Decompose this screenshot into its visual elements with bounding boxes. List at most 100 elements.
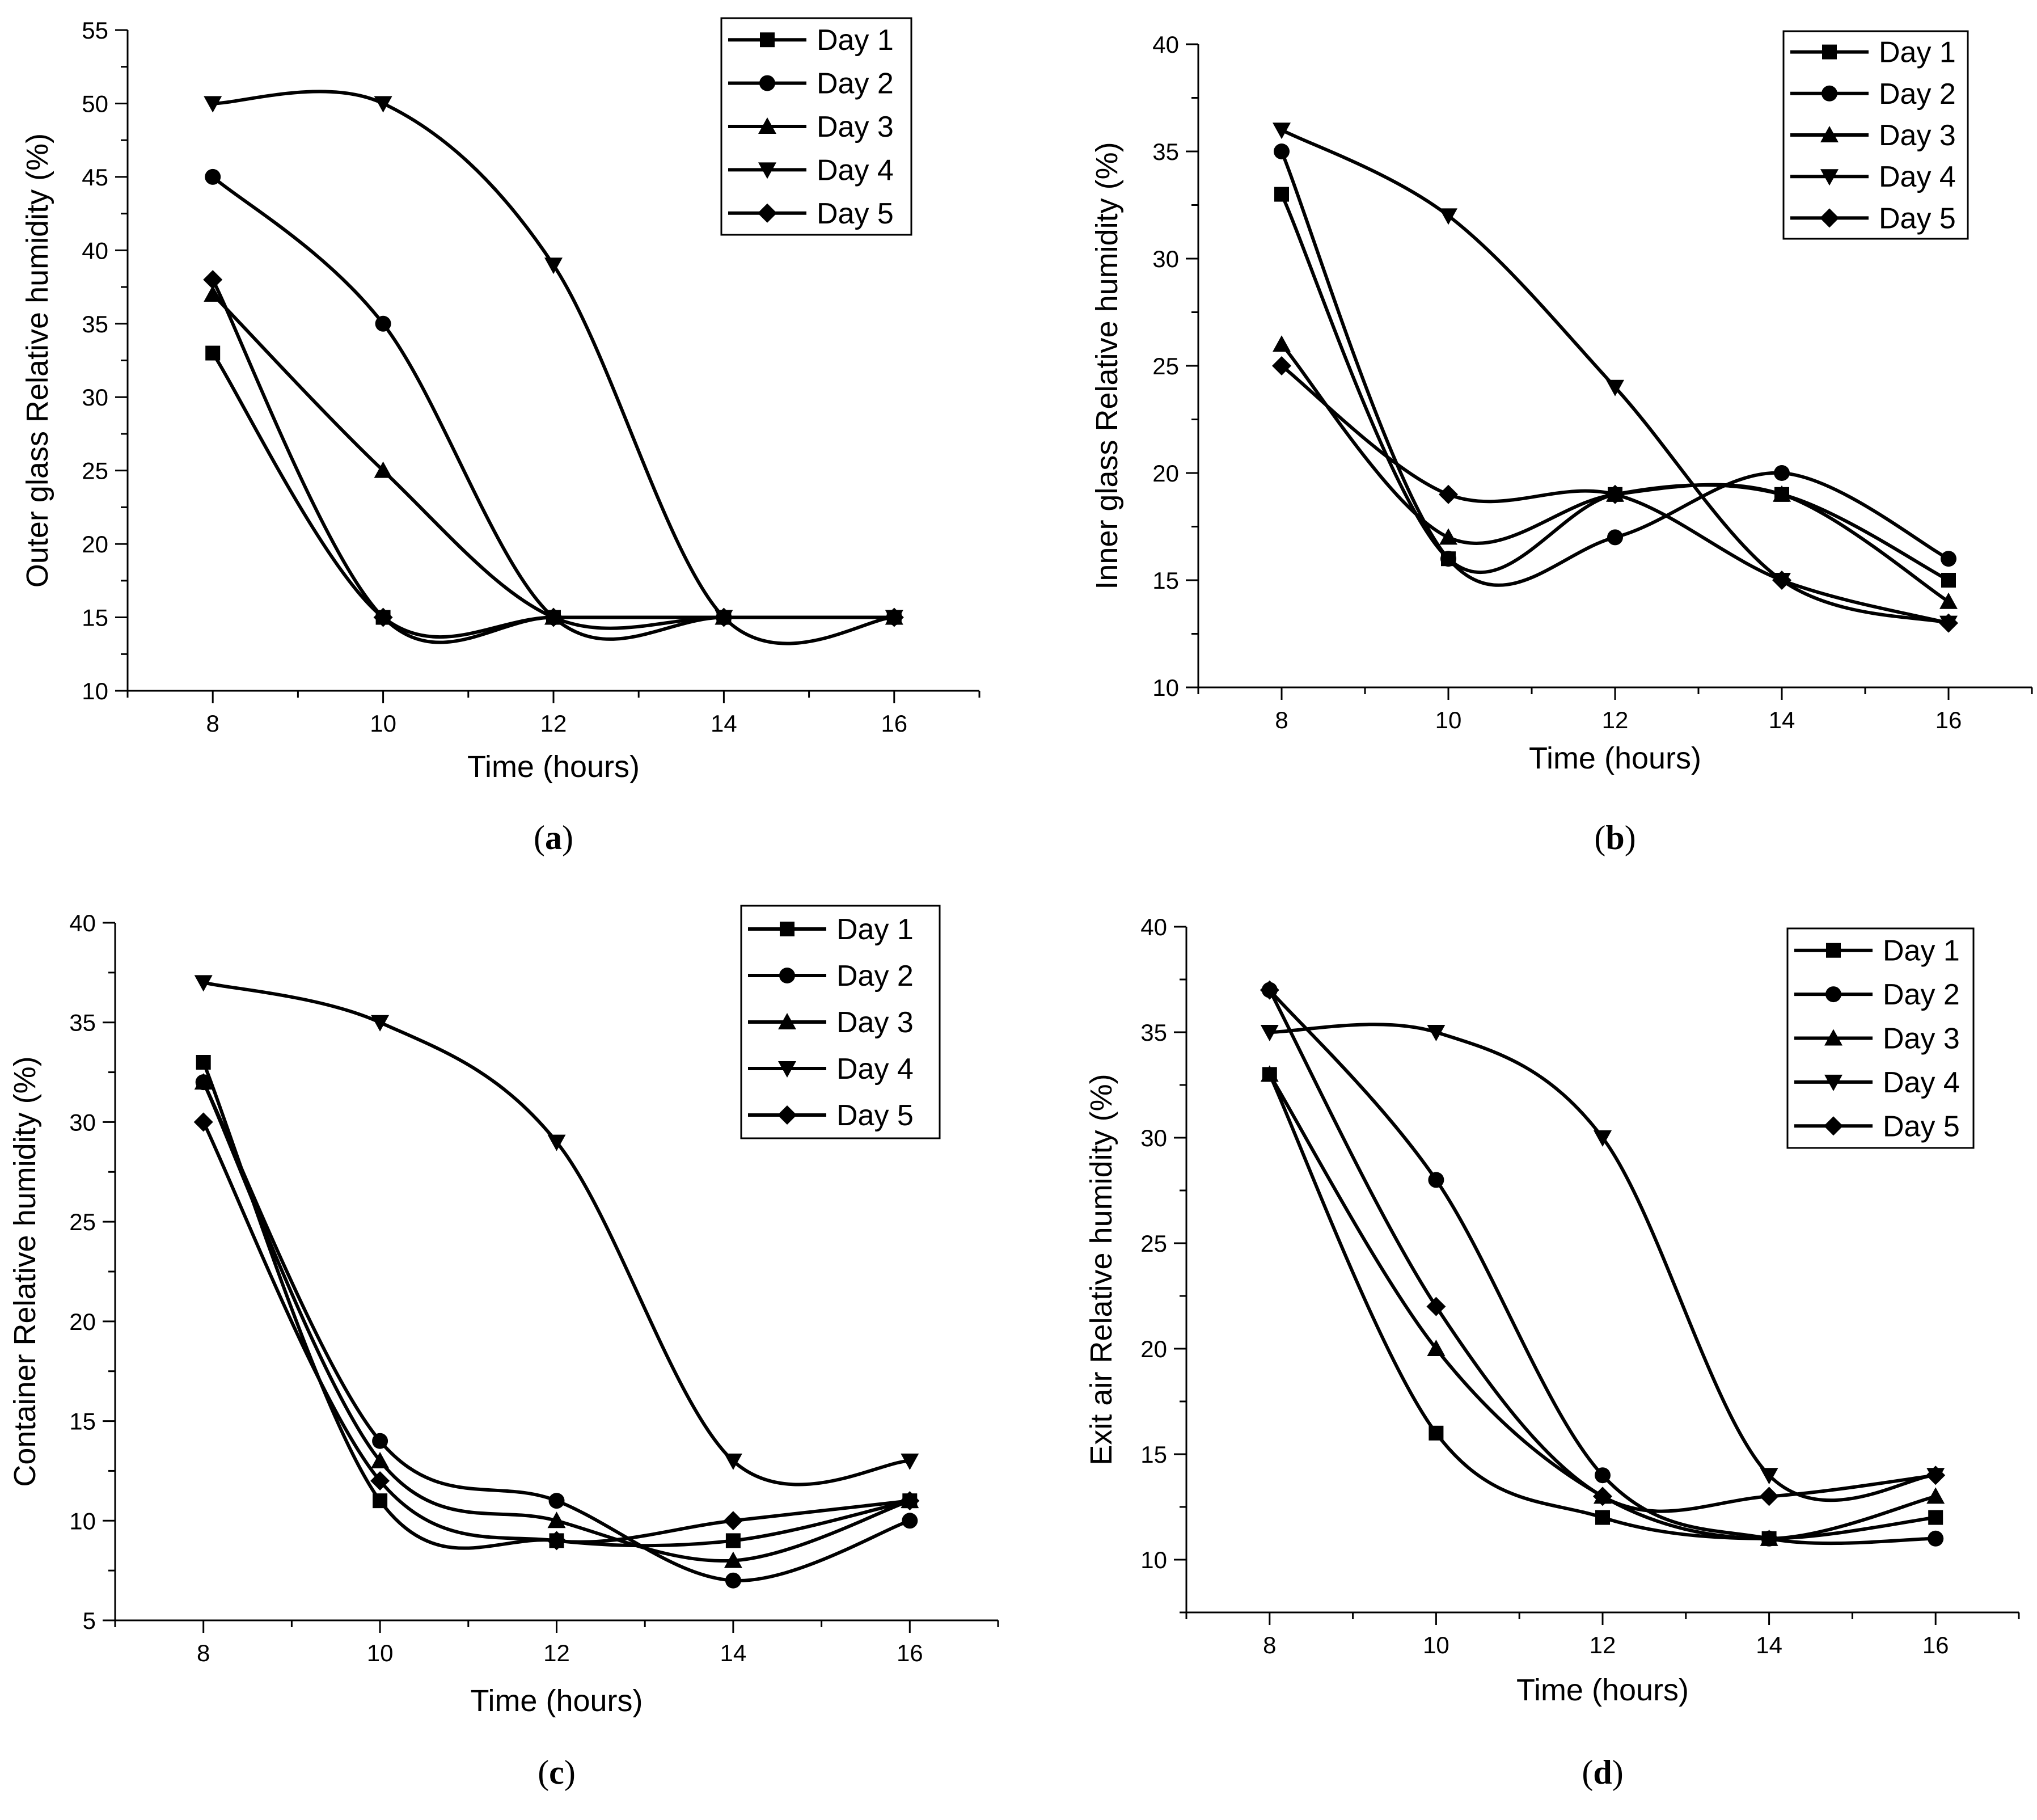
data-point-day-2 xyxy=(1274,143,1290,159)
data-point-day-1 xyxy=(1928,1510,1943,1525)
y-tick-label: 20 xyxy=(1152,460,1179,487)
legend-label: Day 5 xyxy=(1879,202,1956,235)
y-tick-label: 45 xyxy=(82,164,108,191)
data-point-day-3 xyxy=(1439,528,1457,545)
data-point-day-5 xyxy=(373,607,393,627)
data-point-day-4 xyxy=(374,96,392,113)
x-tick-label: 8 xyxy=(206,710,219,737)
data-point-day-2 xyxy=(725,1572,741,1589)
y-tick-label: 10 xyxy=(1140,1547,1167,1573)
legend-label: Day 5 xyxy=(1883,1110,1960,1143)
series-line-day-4 xyxy=(213,90,894,645)
data-point-day-2 xyxy=(1440,551,1456,567)
data-point-day-3 xyxy=(1926,1487,1945,1504)
legend-marker xyxy=(1824,1074,1842,1091)
legend-marker xyxy=(779,968,795,983)
y-tick-label: 35 xyxy=(69,1010,96,1036)
series-line-day-1 xyxy=(1280,193,1950,582)
series-line-day-2 xyxy=(202,1081,911,1582)
legend-marker xyxy=(780,922,794,936)
y-tick-label: 40 xyxy=(69,910,96,936)
y-tick-label: 50 xyxy=(82,90,108,117)
data-point-day-5 xyxy=(1759,1487,1779,1506)
y-tick-label: 15 xyxy=(1140,1441,1167,1468)
series-line-day-3 xyxy=(1280,343,1950,603)
legend-label: Day 3 xyxy=(817,111,894,143)
legend-label: Day 4 xyxy=(1879,161,1956,193)
x-tick-label: 16 xyxy=(897,1640,923,1666)
legend-label: Day 4 xyxy=(817,154,894,187)
data-point-day-5 xyxy=(1260,980,1279,1000)
legend-label: Day 4 xyxy=(836,1053,914,1086)
x-tick-label: 14 xyxy=(1756,1632,1782,1658)
data-point-day-4 xyxy=(1760,1468,1778,1485)
data-point-day-2 xyxy=(372,1433,388,1449)
legend-marker xyxy=(759,75,775,91)
x-tick-label: 10 xyxy=(1423,1632,1449,1658)
data-point-day-2 xyxy=(1428,1172,1444,1188)
y-axis-label: Outer glass Relative humidity (%) xyxy=(20,133,54,588)
legend-marker xyxy=(1820,126,1839,142)
x-tick-label: 16 xyxy=(881,710,907,737)
legend-marker xyxy=(758,117,776,134)
data-point-day-4 xyxy=(1260,1025,1279,1041)
legend-label: Day 1 xyxy=(1883,935,1960,968)
y-tick-label: 30 xyxy=(1152,246,1179,272)
data-point-day-3 xyxy=(1773,485,1791,502)
data-point-day-2 xyxy=(1607,529,1623,546)
x-tick-label: 12 xyxy=(543,1640,570,1666)
legend-label: Day 4 xyxy=(1883,1066,1960,1099)
legend-label: Day 1 xyxy=(1879,36,1956,69)
series-line-day-5 xyxy=(1268,989,1936,1513)
data-point-day-4 xyxy=(544,257,563,275)
data-point-day-1 xyxy=(205,345,221,361)
data-point-day-5 xyxy=(1593,1487,1612,1506)
y-tick-label: 30 xyxy=(82,384,108,411)
data-point-day-5 xyxy=(723,1511,743,1531)
data-point-day-2 xyxy=(205,168,221,185)
x-axis-label: Time (hours) xyxy=(470,1684,643,1718)
legend: Day 1 Day 2 Day 3 Day 4 Day 5 xyxy=(1782,30,1969,240)
legend-marker xyxy=(758,162,776,179)
data-point-day-4 xyxy=(371,1015,390,1032)
series-line-day-2 xyxy=(1280,150,1950,587)
x-tick-label: 12 xyxy=(1590,1632,1616,1658)
data-point-day-3 xyxy=(1260,1065,1279,1082)
series-line-day-1 xyxy=(211,352,894,639)
legend: Day 1 Day 2 Day 3 Day 4 Day 5 xyxy=(1786,927,1975,1149)
y-tick-label: 10 xyxy=(82,678,108,704)
x-tick-label: 16 xyxy=(1922,1632,1949,1658)
y-tick-label: 40 xyxy=(82,237,108,264)
data-point-day-5 xyxy=(900,1491,920,1511)
y-tick-label: 30 xyxy=(1140,1125,1167,1151)
y-tick-label: 35 xyxy=(1152,138,1179,165)
data-point-day-2 xyxy=(548,1493,565,1509)
x-tick-label: 14 xyxy=(720,1640,747,1666)
y-tick-label: 25 xyxy=(69,1209,96,1235)
y-tick-label: 15 xyxy=(82,605,108,631)
x-tick-label: 12 xyxy=(1602,707,1629,733)
x-tick-label: 10 xyxy=(370,710,396,737)
series-line-day-1 xyxy=(1268,1074,1936,1540)
panel-label: (a) xyxy=(534,819,573,856)
x-tick-label: 12 xyxy=(540,710,567,737)
data-point-day-2 xyxy=(1928,1530,1944,1547)
x-tick-label: 14 xyxy=(1769,707,1795,733)
legend-marker xyxy=(1826,943,1841,958)
y-tick-label: 10 xyxy=(69,1507,96,1534)
legend-label: Day 1 xyxy=(817,24,894,57)
y-tick-label: 15 xyxy=(1152,567,1179,594)
data-point-day-1 xyxy=(373,1493,388,1509)
data-point-day-4 xyxy=(1606,379,1624,396)
legend-label: Day 2 xyxy=(817,67,894,100)
y-tick-label: 25 xyxy=(1152,353,1179,379)
legend-marker xyxy=(1820,169,1839,186)
x-tick-label: 10 xyxy=(1435,707,1462,733)
legend-label: Day 2 xyxy=(1883,978,1960,1011)
data-point-day-4 xyxy=(194,975,213,992)
series-line-day-2 xyxy=(212,175,894,641)
y-tick-label: 40 xyxy=(1152,31,1179,58)
